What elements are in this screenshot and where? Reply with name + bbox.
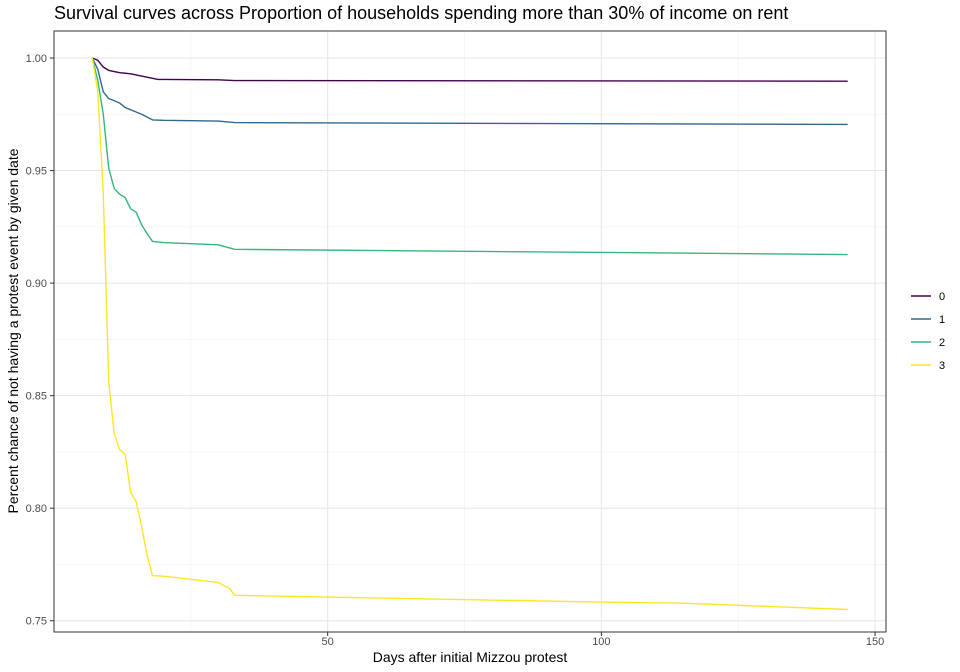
series-line-0	[92, 57, 848, 82]
series-line-1	[91, 57, 848, 126]
minor-gridlines	[54, 31, 886, 632]
legend-label-1: 1	[939, 314, 945, 326]
chart-title: Survival curves across Proportion of hou…	[54, 3, 788, 23]
x-tick-label: 150	[866, 636, 884, 648]
y-tick-label: 0.75	[26, 616, 47, 628]
legend-label-3: 3	[939, 360, 945, 372]
y-tick-label: 0.90	[26, 278, 47, 290]
major-gridlines	[54, 31, 886, 632]
legend-item-3: 3	[911, 360, 945, 372]
legend-item-0: 0	[911, 291, 945, 303]
y-tick-label: 0.95	[26, 166, 47, 178]
y-tick-label: 0.85	[26, 391, 47, 403]
x-tick-label: 100	[592, 636, 610, 648]
y-tick-label: 1.00	[26, 53, 47, 65]
legend-label-2: 2	[939, 337, 945, 349]
x-axis: 50 100 150	[322, 632, 884, 648]
y-axis: 0.75 0.80 0.85 0.90 0.95 1.00	[26, 53, 54, 628]
y-tick-label: 0.80	[26, 503, 47, 515]
x-axis-title: Days after initial Mizzou protest	[373, 649, 568, 665]
y-axis-title: Percent chance of not having a protest e…	[5, 148, 21, 513]
legend: 0 1 2 3	[911, 291, 945, 372]
x-tick-label: 50	[322, 636, 334, 648]
legend-label-0: 0	[939, 291, 945, 303]
legend-item-1: 1	[911, 314, 945, 326]
series-line-3	[91, 57, 848, 611]
series-line-2	[91, 57, 848, 256]
plot-panel-border	[53, 30, 887, 633]
series-lines	[91, 57, 848, 611]
legend-item-2: 2	[911, 337, 945, 349]
